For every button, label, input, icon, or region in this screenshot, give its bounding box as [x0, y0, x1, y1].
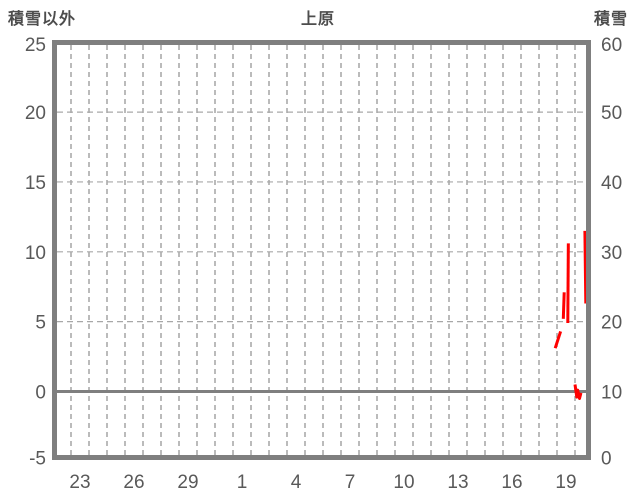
right-axis-tick-label: 30 [601, 243, 622, 264]
left-axis-tick-label: -5 [29, 449, 46, 470]
temperature-series-stroke [583, 230, 588, 304]
x-axis-tick-label: 26 [123, 472, 144, 493]
plot-border [52, 40, 591, 460]
right-axis-tick-label: 60 [601, 35, 622, 56]
left-axis-tick-label: 20 [25, 103, 46, 124]
right-axis-tick-label: 0 [601, 449, 612, 470]
x-axis-tick-label: 7 [345, 472, 356, 493]
right-axis-tick-label: 50 [601, 103, 622, 124]
x-axis-tick-label: 10 [393, 472, 414, 493]
x-axis-tick-label: 1 [237, 472, 248, 493]
right-axis-title: 積雪 [593, 11, 628, 28]
x-axis-tick-label: 4 [291, 472, 302, 493]
left-axis-tick-label: 15 [25, 173, 46, 194]
left-axis-tick-label: 25 [25, 35, 46, 56]
left-axis-title: 積雪以外 [8, 11, 77, 28]
temperature-series-stroke [566, 243, 570, 324]
temperature-series-stroke [573, 384, 583, 400]
temperature-series-stroke [553, 330, 563, 349]
right-axis-tick-label: 10 [601, 383, 622, 404]
x-axis-tick-label: 23 [69, 472, 90, 493]
x-axis-tick-label: 19 [555, 472, 576, 493]
x-axis-tick-label: 13 [447, 472, 468, 493]
left-axis-tick-label: 5 [35, 313, 46, 334]
left-axis-tick-label: 10 [25, 243, 46, 264]
x-axis-tick-label: 16 [501, 472, 522, 493]
right-axis-tick-label: 20 [601, 313, 622, 334]
page-title: 上原 [300, 11, 335, 28]
temperature-series-stroke [561, 292, 566, 319]
x-axis-tick-label: 29 [177, 472, 198, 493]
right-axis-tick-label: 40 [601, 173, 622, 194]
left-axis-tick-label: 0 [35, 383, 46, 404]
